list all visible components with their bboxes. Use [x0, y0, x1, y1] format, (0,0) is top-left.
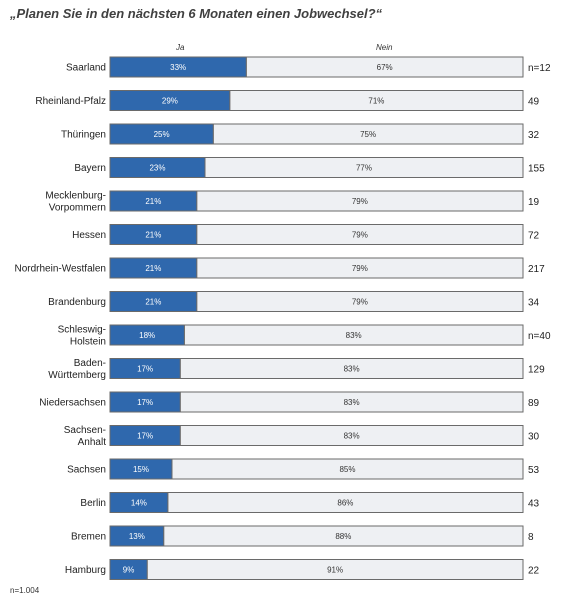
sample-count-label: n=12: [528, 63, 551, 74]
sample-count-label: 89: [528, 398, 540, 409]
value-label-ja: 33%: [170, 63, 186, 72]
sample-count-label: 30: [528, 432, 540, 443]
bar-ja: [109, 458, 173, 480]
value-label-ja: 14%: [131, 499, 147, 508]
bar-ja: [109, 391, 181, 413]
value-label-nein: 85%: [339, 465, 355, 474]
sample-count-label: 19: [528, 197, 540, 208]
value-label-ja: 15%: [133, 465, 149, 474]
value-label-nein: 88%: [335, 532, 351, 541]
category-label: Rheinland-Pfalz: [35, 96, 106, 107]
value-label-ja: 17%: [137, 398, 153, 407]
value-label-nein: 75%: [360, 130, 376, 139]
category-label: Saarland: [66, 63, 106, 74]
category-label: Schleswig-Holstein: [58, 325, 106, 348]
sample-count-label: 53: [528, 465, 540, 476]
sample-count-label: 155: [528, 164, 545, 175]
sample-count-label: 22: [528, 566, 540, 577]
sample-count-label: 72: [528, 231, 540, 242]
column-header-nein: Nein: [376, 43, 393, 52]
value-label-ja: 21%: [145, 298, 161, 307]
bar-ja: [109, 123, 214, 145]
category-label: Bremen: [71, 532, 106, 543]
bar-ja: [109, 425, 181, 446]
bar-ja: [109, 291, 198, 312]
sample-count-label: 34: [528, 298, 540, 309]
bar-ja: [109, 224, 198, 245]
bar-ja: [109, 257, 198, 279]
value-label-ja: 17%: [137, 432, 153, 441]
bar-ja: [109, 324, 185, 346]
value-label-nein: 67%: [377, 63, 393, 72]
sample-count-label: n=40: [528, 331, 551, 342]
value-label-nein: 83%: [344, 398, 360, 407]
value-label-ja: 17%: [137, 365, 153, 374]
category-label: Nordrhein-Westfalen: [14, 264, 106, 275]
bar-ja: [109, 190, 198, 212]
category-label: Bayern: [74, 163, 106, 174]
value-label-nein: 83%: [346, 331, 362, 340]
category-label: Hessen: [72, 230, 106, 241]
category-label: Sachsen: [67, 465, 106, 476]
value-label-ja: 13%: [129, 532, 145, 541]
value-label-nein: 91%: [327, 566, 343, 575]
value-label-ja: 29%: [162, 97, 178, 106]
bar-ja: [109, 56, 247, 78]
value-label-ja: 21%: [145, 231, 161, 240]
value-label-nein: 79%: [352, 298, 368, 307]
value-label-nein: 79%: [352, 264, 368, 273]
bar-ja: [109, 90, 231, 111]
sample-count-label: 49: [528, 97, 540, 108]
sample-count-label: 217: [528, 264, 545, 275]
value-label-ja: 23%: [149, 164, 165, 173]
category-label: Thüringen: [61, 130, 106, 141]
sample-count-label: 8: [528, 532, 534, 543]
value-label-ja: 9%: [123, 566, 135, 575]
sample-count-label: 43: [528, 499, 540, 510]
bar-ja: [109, 492, 169, 513]
sample-count-label: 129: [528, 365, 545, 376]
bar-ja: [109, 559, 148, 580]
category-label: Niedersachsen: [39, 398, 106, 409]
value-label-nein: 77%: [356, 164, 372, 173]
value-label-nein: 86%: [337, 499, 353, 508]
category-label: Mecklenburg-Vorpommern: [45, 191, 106, 214]
category-label: Brandenburg: [48, 297, 106, 308]
value-label-nein: 83%: [344, 365, 360, 374]
category-label: Hamburg: [65, 565, 106, 576]
sample-size-note: n=1.004: [10, 586, 40, 595]
category-label: Baden-Württemberg: [48, 358, 106, 381]
value-label-ja: 25%: [154, 130, 170, 139]
value-label-ja: 18%: [139, 331, 155, 340]
chart-title: „Planen Sie in den nächsten 6 Monaten ei…: [10, 6, 383, 21]
column-header-ja: Ja: [176, 43, 185, 52]
value-label-nein: 83%: [344, 432, 360, 441]
sample-count-label: 32: [528, 130, 540, 141]
value-label-nein: 71%: [368, 97, 384, 106]
value-label-nein: 79%: [352, 231, 368, 240]
value-label-ja: 21%: [145, 197, 161, 206]
category-label: Berlin: [80, 498, 106, 509]
value-label-ja: 21%: [145, 264, 161, 273]
bar-ja: [109, 157, 206, 178]
value-label-nein: 79%: [352, 197, 368, 206]
bar-ja: [109, 358, 181, 379]
bar-ja: [109, 525, 165, 547]
category-label: Sachsen-Anhalt: [64, 425, 106, 448]
